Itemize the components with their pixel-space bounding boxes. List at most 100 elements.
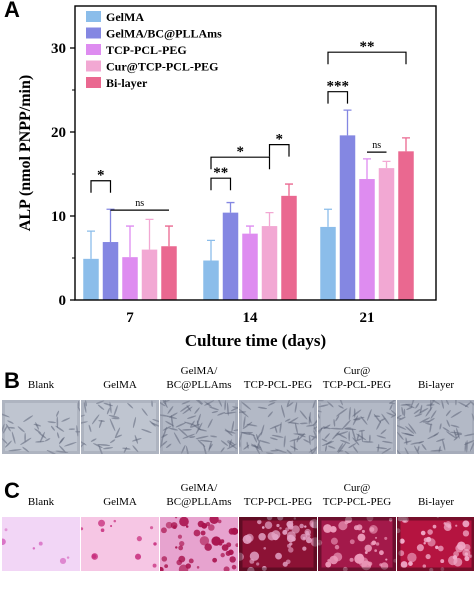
condition-label-line1 — [239, 481, 317, 495]
cells-micrograph — [239, 400, 317, 454]
error-bar — [226, 201, 235, 213]
condition-label: GelMA/BC@PLLAms — [160, 364, 238, 392]
condition-label-line2: TCP-PCL-PEG — [243, 379, 313, 391]
panel-label-c: C — [4, 478, 20, 503]
condition-label: GelMA — [81, 364, 159, 392]
significance-bracket — [210, 177, 232, 191]
condition-label-line2: TCP-PCL-PEG — [243, 496, 313, 508]
bar-gelma-bc-pllams-day-7 — [102, 242, 119, 300]
condition-label: TCP-PCL-PEG — [239, 364, 317, 392]
legend-label: GelMA/BC@PLLAms — [106, 27, 222, 41]
x-tick-label: 21 — [360, 310, 375, 326]
condition-label-line1 — [239, 364, 317, 378]
condition-label-line1 — [397, 481, 474, 495]
significance-bracket — [90, 180, 112, 193]
stain-micrograph — [318, 517, 396, 571]
error-bar — [145, 218, 154, 250]
error-bar — [285, 183, 293, 196]
bar-cur-tcp-pcl-peg-day-21 — [378, 168, 395, 300]
alp-bar-chart: 0 10 20 30 7 14 21 Culture time (days) ALP (nmol… — [17, 5, 437, 350]
condition-label-line1 — [2, 481, 80, 495]
x-tick-label: 14 — [243, 310, 259, 326]
condition-label-line2: Bi-layer — [417, 379, 455, 391]
legend-swatch — [86, 77, 101, 88]
condition-label: Cur@ TCP-PCL-PEG — [318, 481, 396, 509]
condition-label-line1 — [81, 364, 159, 378]
legend-swatch — [86, 44, 101, 55]
error-bar — [246, 225, 254, 234]
significance-label: ns — [135, 198, 144, 209]
stain-micrograph — [2, 517, 80, 571]
condition-label-line1: Cur@ — [343, 482, 371, 494]
y-tick-label: 10 — [51, 209, 66, 225]
bar-bi-layer-day-7 — [161, 246, 177, 300]
error-bar — [106, 208, 115, 243]
condition-label: TCP-PCL-PEG — [239, 481, 317, 509]
condition-label-line2: Bi-layer — [417, 496, 455, 508]
bar-cur-tcp-pcl-peg-day-14 — [261, 226, 278, 300]
cells-micrograph — [397, 400, 474, 454]
cells-micrograph — [81, 400, 159, 454]
bar-cur-tcp-pcl-peg-day-7 — [141, 249, 158, 300]
bar-tcp-pcl-peg-day-14 — [242, 233, 258, 300]
error-bar — [265, 211, 274, 227]
condition-label-line2: TCP-PCL-PEG — [322, 379, 392, 391]
bar-gelma-day-7 — [83, 258, 99, 300]
condition-label-line1 — [397, 364, 474, 378]
significance-bracket — [268, 144, 290, 157]
bar-gelma-bc-pllams-day-14 — [222, 212, 239, 300]
legend-label: Bi-layer — [106, 76, 148, 90]
condition-label-line2: BC@PLLAms — [166, 496, 232, 508]
significance-label: * — [97, 168, 105, 184]
bar-bi-layer-day-21 — [398, 151, 414, 300]
stain-micrograph — [160, 517, 238, 571]
condition-label-line2: TCP-PCL-PEG — [322, 496, 392, 508]
y-tick-label: 0 — [59, 293, 67, 309]
bar-gelma-day-21 — [320, 226, 336, 300]
significance-label: ** — [213, 165, 228, 181]
condition-label: GelMA — [81, 481, 159, 509]
bar-gelma-bc-pllams-day-21 — [339, 135, 356, 300]
alp-bar-chart-panel: A 0 10 20 30 7 14 21 Culture time (days) ALP (nm… — [4, 0, 437, 350]
y-tick-label: 30 — [51, 41, 66, 57]
significance-bracket — [210, 156, 271, 170]
bar-tcp-pcl-peg-day-21 — [359, 179, 375, 300]
condition-label-line1: GelMA/ — [180, 365, 218, 377]
plot-frame — [74, 5, 437, 301]
cells-micrograph — [160, 400, 238, 454]
panel-label-b: B — [4, 368, 20, 393]
error-bar — [87, 230, 95, 259]
legend-label: Cur@TCP-PCL-PEG — [106, 60, 219, 74]
error-bar — [363, 158, 371, 180]
condition-label-line2: Blank — [27, 496, 55, 508]
stain-micrograph — [239, 517, 317, 571]
condition-label-line1 — [2, 364, 80, 378]
significance-bracket — [327, 51, 407, 65]
panel-label-a: A — [4, 0, 20, 22]
significance-label: *** — [327, 79, 350, 95]
condition-label: Blank — [2, 481, 80, 509]
condition-label: Bi-layer — [397, 481, 474, 509]
condition-label-line2: Blank — [27, 379, 55, 391]
significance-label: * — [237, 144, 245, 160]
bar-gelma-day-14 — [203, 260, 219, 300]
error-bar — [402, 137, 410, 152]
y-axis-label: ALP (nmol PNPP/min) — [17, 75, 34, 231]
significance-bracket — [327, 91, 349, 104]
stain-micrograph — [397, 517, 474, 571]
condition-label: Blank — [2, 364, 80, 392]
bar-bi-layer-day-14 — [281, 195, 297, 300]
condition-label: GelMA/BC@PLLAms — [160, 481, 238, 509]
error-bar — [207, 239, 215, 261]
condition-label-line1: GelMA/ — [180, 482, 218, 494]
significance-label: ** — [360, 39, 375, 55]
condition-label-line2: BC@PLLAms — [166, 379, 232, 391]
condition-label-line1 — [81, 481, 159, 495]
significance-label: * — [276, 132, 284, 148]
legend-swatch — [86, 27, 101, 39]
error-bar — [126, 225, 134, 258]
bar-tcp-pcl-peg-day-7 — [122, 257, 138, 300]
condition-label: Bi-layer — [397, 364, 474, 392]
error-bar — [343, 109, 352, 136]
error-bar — [324, 208, 332, 227]
